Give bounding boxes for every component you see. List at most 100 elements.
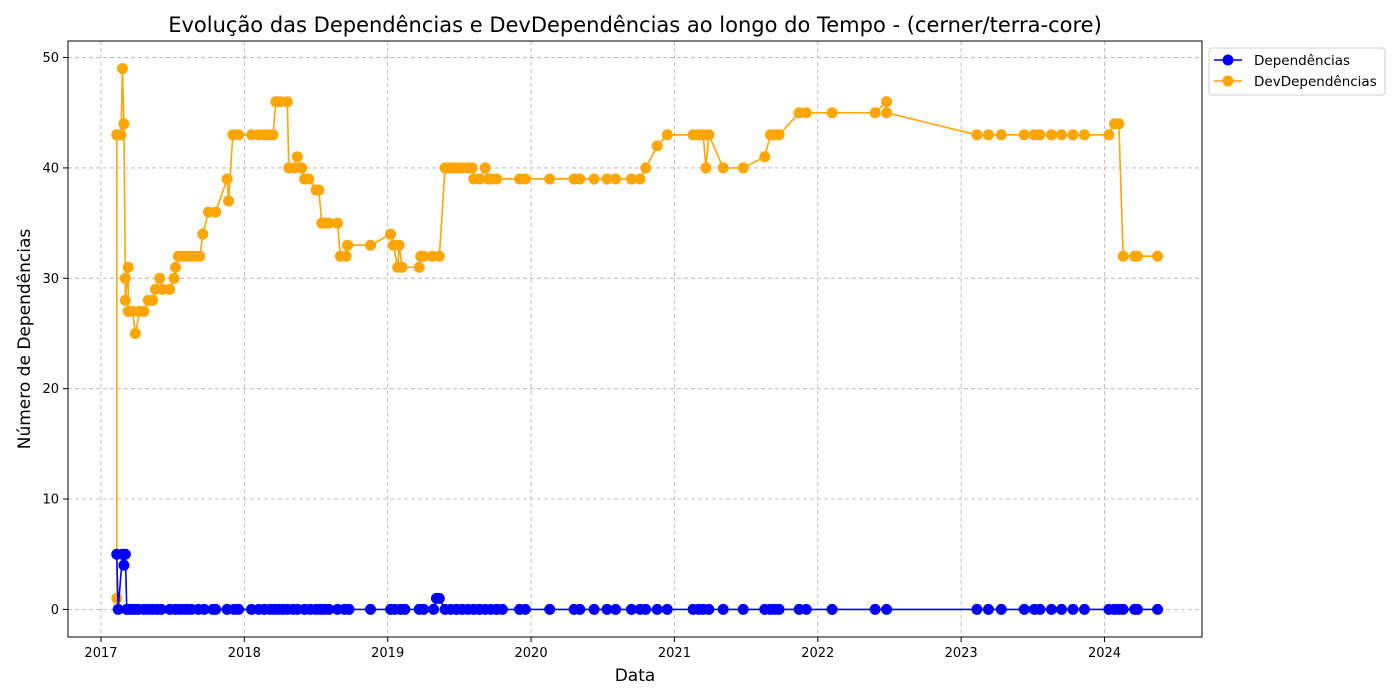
data-point-devdependencias bbox=[340, 250, 352, 262]
data-point-devdependencias bbox=[1078, 129, 1090, 141]
data-point-dependencias bbox=[588, 603, 600, 615]
data-point-devdependencias bbox=[1103, 129, 1115, 141]
data-point-dependencias bbox=[1131, 603, 1143, 615]
data-point-dependencias bbox=[343, 603, 355, 615]
data-point-devdependencias bbox=[385, 228, 397, 240]
data-point-devdependencias bbox=[881, 96, 893, 108]
data-point-devdependencias bbox=[154, 272, 166, 284]
data-point-devdependencias bbox=[826, 107, 838, 119]
data-point-devdependencias bbox=[147, 294, 159, 306]
data-point-devdependencias bbox=[737, 162, 749, 174]
data-point-devdependencias bbox=[396, 261, 408, 273]
series-dependencias bbox=[111, 548, 1164, 615]
data-point-devdependencias bbox=[223, 195, 235, 207]
data-point-dependencias bbox=[773, 603, 785, 615]
data-point-devdependencias bbox=[164, 283, 176, 295]
data-point-devdependencias bbox=[393, 239, 405, 251]
legend-box bbox=[1208, 47, 1386, 96]
data-point-devdependencias bbox=[479, 162, 491, 174]
data-point-dependencias bbox=[826, 603, 838, 615]
data-point-dependencias bbox=[496, 603, 508, 615]
data-point-devdependencias bbox=[1067, 129, 1079, 141]
data-point-devdependencias bbox=[413, 261, 425, 273]
x-tick-label: 2018 bbox=[228, 646, 261, 661]
data-point-devdependencias bbox=[115, 129, 127, 141]
x-tick-label: 2023 bbox=[945, 646, 978, 661]
data-point-dependencias bbox=[737, 603, 749, 615]
data-point-devdependencias bbox=[170, 261, 182, 273]
data-point-devdependencias bbox=[491, 173, 503, 185]
data-point-devdependencias bbox=[625, 173, 637, 185]
data-point-dependencias bbox=[519, 603, 531, 615]
data-point-devdependencias bbox=[111, 592, 123, 604]
data-point-devdependencias bbox=[233, 129, 245, 141]
data-point-dependencias bbox=[1045, 603, 1057, 615]
data-point-devdependencias bbox=[881, 107, 893, 119]
data-point-dependencias bbox=[717, 603, 729, 615]
x-tick-label: 2022 bbox=[801, 646, 834, 661]
data-point-dependencias bbox=[155, 603, 167, 615]
data-point-dependencias bbox=[418, 603, 430, 615]
data-point-devdependencias bbox=[1113, 118, 1125, 130]
data-point-devdependencias bbox=[365, 239, 376, 251]
y-tick-label: 0 bbox=[51, 603, 59, 618]
y-tick-label: 40 bbox=[42, 161, 59, 176]
data-point-devdependencias bbox=[634, 173, 646, 185]
data-point-dependencias bbox=[661, 603, 673, 615]
y-tick-label: 10 bbox=[42, 493, 59, 508]
data-point-dependencias bbox=[703, 603, 715, 615]
data-point-devdependencias bbox=[323, 217, 335, 229]
data-point-devdependencias bbox=[651, 140, 663, 152]
data-point-dependencias bbox=[869, 603, 881, 615]
data-point-devdependencias bbox=[332, 217, 344, 229]
data-point-devdependencias bbox=[197, 228, 209, 240]
data-point-dependencias bbox=[399, 603, 411, 615]
data-point-dependencias bbox=[610, 603, 622, 615]
data-point-devdependencias bbox=[588, 173, 600, 185]
data-point-dependencias bbox=[365, 603, 376, 615]
data-point-dependencias bbox=[544, 603, 556, 615]
data-point-devdependencias bbox=[433, 250, 445, 262]
data-point-devdependencias bbox=[281, 96, 293, 108]
data-point-devdependencias bbox=[773, 129, 785, 141]
data-point-devdependencias bbox=[717, 162, 729, 174]
legend-marker-dependencias bbox=[1222, 54, 1234, 66]
data-point-devdependencias bbox=[971, 129, 983, 141]
data-point-devdependencias bbox=[221, 173, 233, 185]
x-tick-label: 2017 bbox=[84, 646, 117, 661]
data-point-dependencias bbox=[625, 603, 637, 615]
data-point-dependencias bbox=[881, 603, 893, 615]
data-point-devdependencias bbox=[342, 239, 354, 251]
data-point-devdependencias bbox=[1131, 250, 1143, 262]
data-point-dependencias bbox=[210, 603, 222, 615]
data-point-dependencias bbox=[1034, 603, 1046, 615]
y-axis: 0 10 20 30 40 50 bbox=[42, 51, 68, 618]
data-point-devdependencias bbox=[138, 305, 150, 317]
x-tick-label: 2019 bbox=[371, 646, 404, 661]
data-point-dependencias bbox=[651, 603, 663, 615]
data-point-dependencias bbox=[112, 603, 124, 615]
data-point-dependencias bbox=[323, 603, 335, 615]
data-point-dependencias bbox=[428, 603, 440, 615]
data-point-devdependencias bbox=[759, 151, 771, 163]
y-tick-label: 50 bbox=[42, 51, 59, 66]
data-point-devdependencias bbox=[1045, 129, 1057, 141]
data-point-devdependencias bbox=[982, 129, 994, 141]
data-point-devdependencias bbox=[303, 173, 315, 185]
data-point-devdependencias bbox=[995, 129, 1007, 141]
data-point-dependencias bbox=[601, 603, 613, 615]
data-point-devdependencias bbox=[800, 107, 812, 119]
data-point-devdependencias bbox=[544, 173, 556, 185]
chart-title: Evolução das Dependências e DevDependênc… bbox=[168, 13, 1102, 37]
data-point-devdependencias bbox=[291, 151, 303, 163]
data-point-devdependencias bbox=[168, 272, 180, 284]
x-axis: 2017 2018 2019 2020 2021 2022 2023 2024 bbox=[84, 637, 1121, 661]
data-point-devdependencias bbox=[640, 162, 652, 174]
data-point-devdependencias bbox=[119, 294, 131, 306]
y-tick-label: 20 bbox=[42, 382, 59, 397]
x-tick-label: 2020 bbox=[515, 646, 548, 661]
data-point-devdependencias bbox=[210, 206, 222, 218]
x-tick-label: 2024 bbox=[1088, 646, 1121, 661]
data-point-devdependencias bbox=[296, 162, 308, 174]
